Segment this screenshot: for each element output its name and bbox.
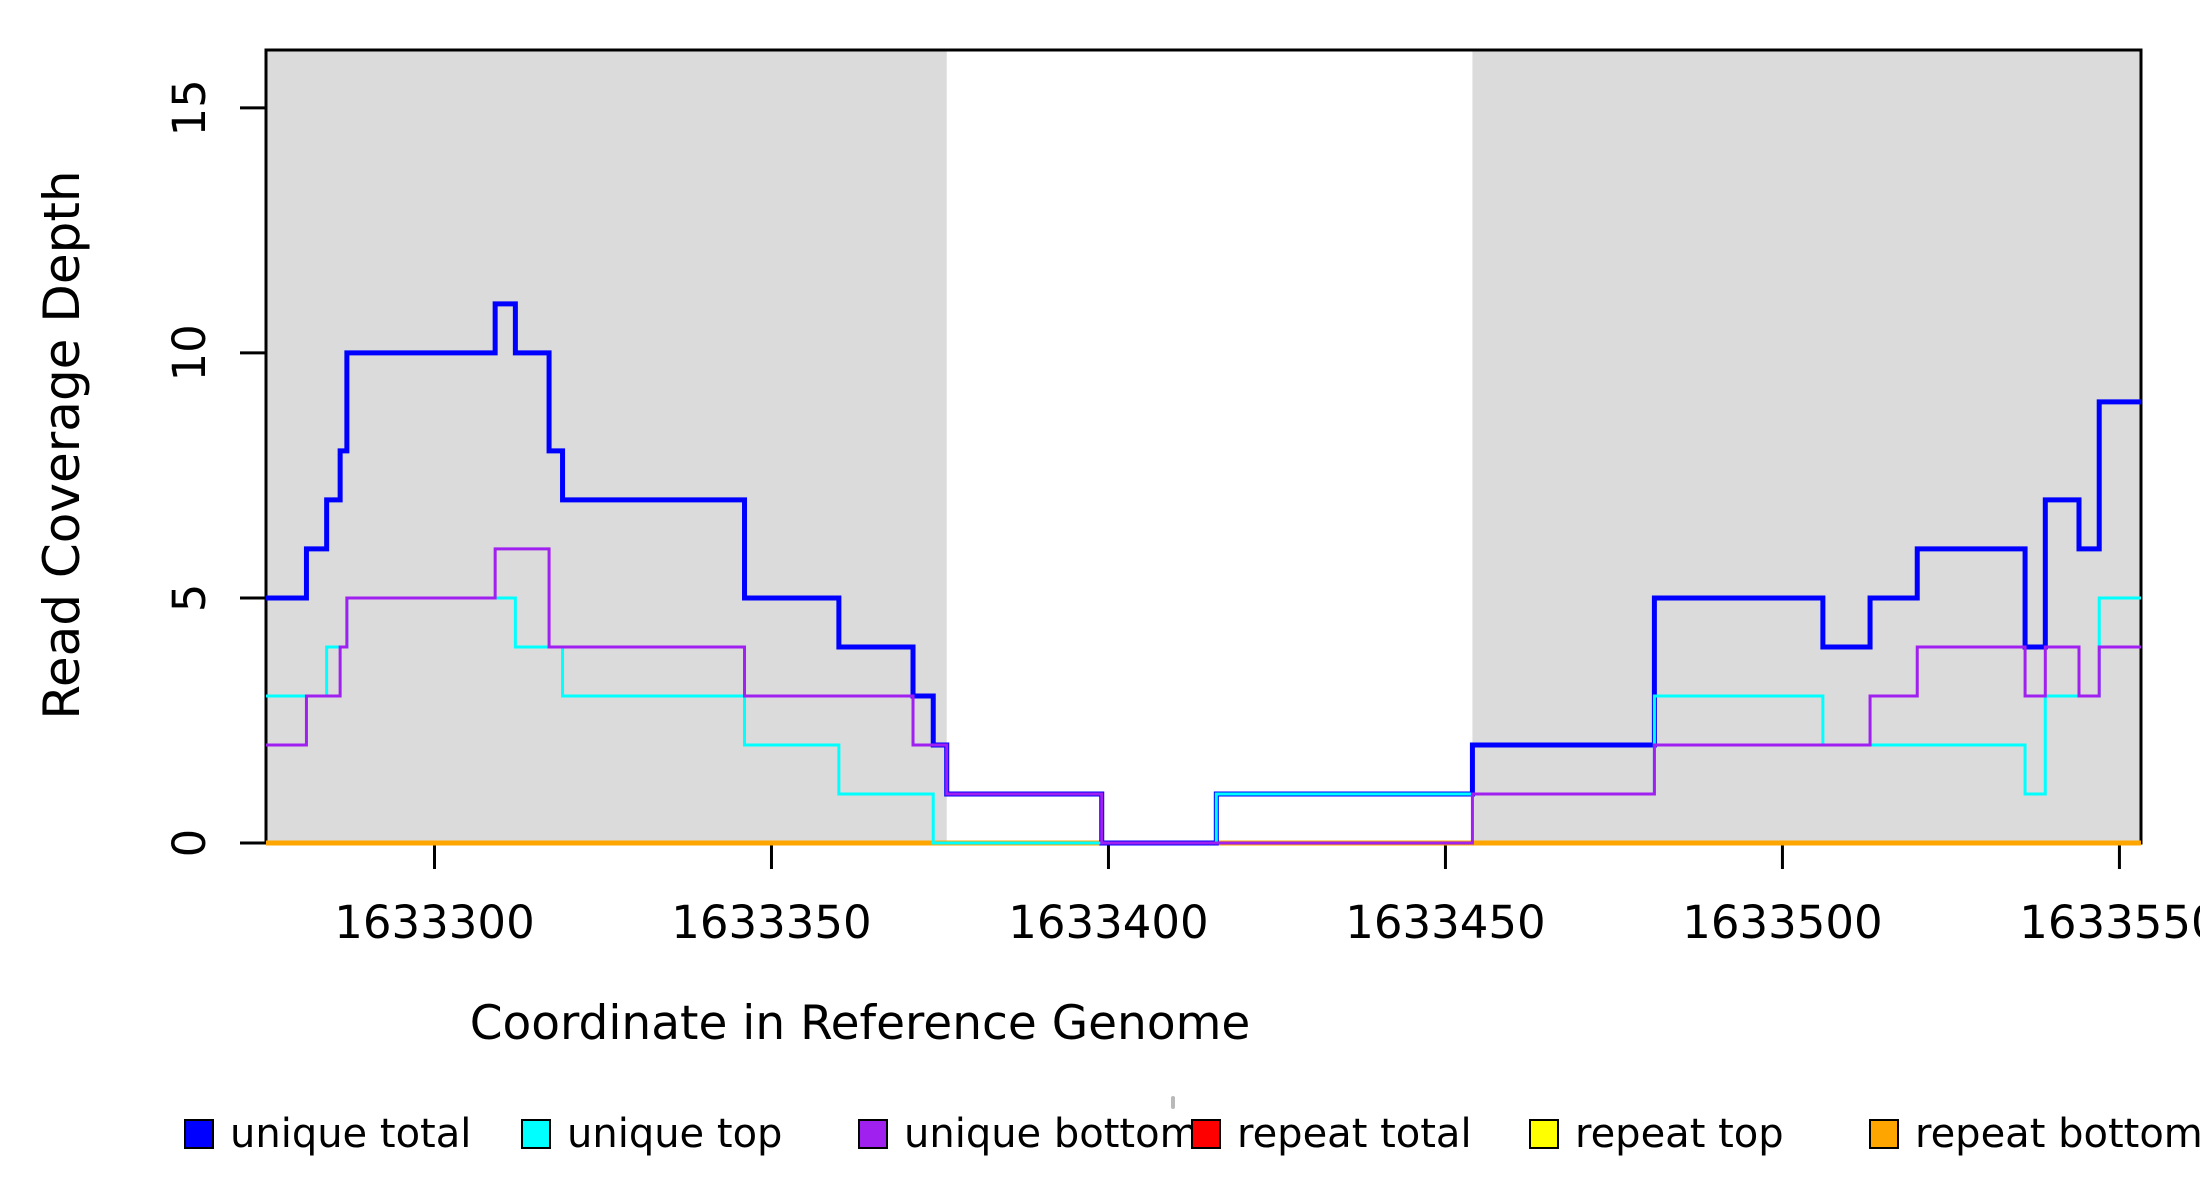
- legend-label: repeat top: [1575, 1111, 1784, 1157]
- y-tick-label: 0: [163, 829, 216, 858]
- x-tick-label: 1633300: [334, 896, 534, 949]
- legend-item-repeat-top: repeat top: [1529, 1106, 1784, 1162]
- legend-label: repeat total: [1237, 1111, 1472, 1157]
- x-tick-label: 1633350: [671, 896, 871, 949]
- unique-total-swatch-icon: [184, 1119, 214, 1149]
- x-tick-label: 1633400: [1008, 896, 1208, 949]
- y-axis-title: Read Coverage Depth: [33, 170, 91, 720]
- unique-top-swatch-icon: [521, 1119, 551, 1149]
- x-tick-label: 1633500: [1682, 896, 1882, 949]
- legend-label: unique total: [230, 1111, 472, 1157]
- legend: unique total unique top unique bottom re…: [0, 1106, 2200, 1162]
- x-axis-title: Coordinate in Reference Genome: [469, 996, 1251, 1051]
- shaded-region-left: [266, 50, 947, 843]
- repeat-total-swatch-icon: [1191, 1119, 1221, 1149]
- y-tick-label: 10: [163, 324, 216, 381]
- legend-item-unique-bottom: unique bottom: [858, 1106, 1199, 1162]
- y-tick-label: 5: [163, 584, 216, 613]
- repeat-bottom-swatch-icon: [1869, 1119, 1899, 1149]
- legend-item-repeat-bottom: repeat bottom: [1869, 1106, 2200, 1162]
- stray-mark: [1171, 1096, 1175, 1109]
- legend-item-unique-top: unique top: [521, 1106, 782, 1162]
- y-tick-label: 15: [163, 79, 216, 136]
- legend-label: unique bottom: [904, 1111, 1199, 1157]
- x-tick-label: 1633550: [2019, 896, 2200, 949]
- x-tick-label: 1633450: [1345, 896, 1545, 949]
- shaded-region-right: [1472, 50, 2141, 843]
- repeat-top-swatch-icon: [1529, 1119, 1559, 1149]
- legend-item-unique-total: unique total: [184, 1106, 471, 1162]
- series-unique-bottom-line: [266, 547, 2141, 845]
- legend-label: repeat bottom: [1915, 1111, 2200, 1157]
- legend-item-repeat-total: repeat total: [1191, 1106, 1472, 1162]
- legend-label: unique top: [567, 1111, 783, 1157]
- unique-bottom-swatch-icon: [858, 1119, 888, 1149]
